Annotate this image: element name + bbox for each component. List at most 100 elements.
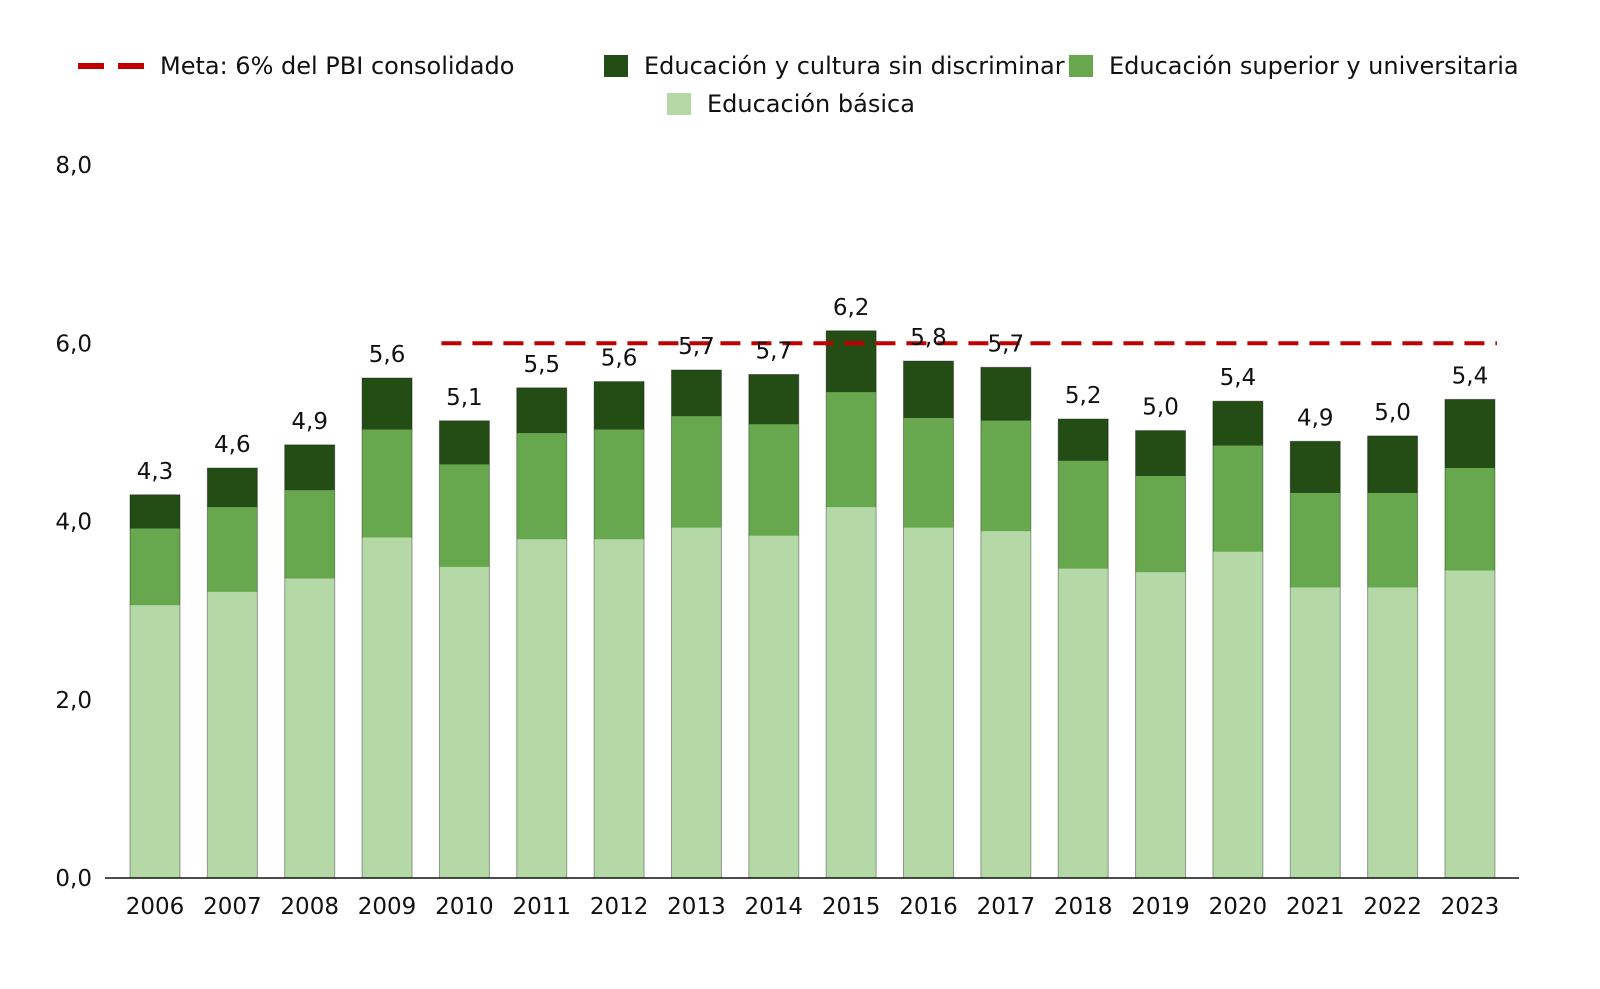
y-tick-label: 8,0 xyxy=(55,153,92,179)
legend-label-superior: Educación superior y universitaria xyxy=(1109,52,1519,80)
x-tick-label-2019: 2019 xyxy=(1131,894,1190,920)
bar-segment-2006-series-1 xyxy=(130,528,180,606)
total-label-2010: 5,1 xyxy=(446,385,483,411)
bar-segment-2010-series-2 xyxy=(439,420,490,465)
bar-segment-2006-series-0 xyxy=(130,605,180,878)
x-tick-label-2020: 2020 xyxy=(1209,894,1268,920)
bar-segment-2011-series-1 xyxy=(516,433,567,540)
x-tick-label-2021: 2021 xyxy=(1286,894,1345,920)
x-tick-label-2022: 2022 xyxy=(1363,894,1422,920)
x-tick-label-2023: 2023 xyxy=(1441,894,1500,920)
bar-segment-2018-series-2 xyxy=(1058,419,1109,461)
bar-segment-2013-series-0 xyxy=(671,527,722,878)
bar-segment-2006-series-2 xyxy=(130,494,180,529)
legend-item-meta: Meta: 6% del PBI consolidado xyxy=(78,52,514,80)
x-tick-label-2010: 2010 xyxy=(435,894,494,920)
bar-segment-2007-series-2 xyxy=(207,468,258,508)
total-label-2014: 5,7 xyxy=(756,338,793,364)
bar-segment-2019-series-2 xyxy=(1135,430,1186,477)
bar-segment-2021-series-0 xyxy=(1290,587,1341,878)
legend-label-sin-discriminar: Educación y cultura sin discriminar xyxy=(644,52,1065,80)
bar-segment-2008-series-2 xyxy=(284,444,335,491)
x-tick-label-2014: 2014 xyxy=(745,894,804,920)
total-label-2013: 5,7 xyxy=(678,334,715,360)
x-tick-label-2009: 2009 xyxy=(358,894,417,920)
bar-segment-2023-series-2 xyxy=(1444,399,1495,469)
bar-segment-2007-series-0 xyxy=(207,591,258,878)
bar-segment-2017-series-0 xyxy=(980,531,1031,878)
medium-green-swatch-icon xyxy=(1069,55,1093,77)
bar-segment-2016-series-0 xyxy=(903,527,954,878)
total-label-2009: 5,6 xyxy=(369,342,406,368)
bar-segment-2009-series-2 xyxy=(362,378,413,430)
bar-segment-2021-series-2 xyxy=(1290,441,1341,493)
bar-segment-2012-series-2 xyxy=(594,381,645,430)
bar-segment-2015-series-2 xyxy=(826,330,877,393)
bar-segment-2019-series-0 xyxy=(1135,572,1186,878)
total-label-2017: 5,7 xyxy=(988,331,1025,357)
x-tick-label-2017: 2017 xyxy=(977,894,1036,920)
x-tick-label-2012: 2012 xyxy=(590,894,649,920)
bar-segment-2017-series-2 xyxy=(980,367,1031,421)
bar-segment-2010-series-1 xyxy=(439,464,490,567)
bar-segment-2012-series-1 xyxy=(594,429,645,540)
total-label-2020: 5,4 xyxy=(1220,365,1257,391)
bar-segment-2008-series-0 xyxy=(284,578,335,878)
total-label-2006: 4,3 xyxy=(137,459,174,485)
bar-segment-2018-series-1 xyxy=(1058,460,1109,569)
bar-segment-2009-series-1 xyxy=(362,429,413,538)
bar-segment-2010-series-0 xyxy=(439,566,490,878)
labels-group: 4,3 4,6 4,9 5,6 5,1 5,5 5,6 5,7 5,7 6,2 5,8 5,7 5,2 5… xyxy=(137,295,1489,485)
bars-group xyxy=(129,330,1496,879)
bar-segment-2019-series-1 xyxy=(1135,476,1186,573)
y-tick-label: 4,0 xyxy=(55,510,92,536)
bar-segment-2014-series-1 xyxy=(748,424,799,536)
bar-segment-2009-series-0 xyxy=(362,537,413,878)
bar-segment-2022-series-1 xyxy=(1367,492,1418,588)
x-tick-label-2007: 2007 xyxy=(203,894,262,920)
bar-segment-2007-series-1 xyxy=(207,507,258,592)
x-tick-label-2016: 2016 xyxy=(899,894,958,920)
bar-segment-2008-series-1 xyxy=(284,490,335,579)
total-label-2008: 4,9 xyxy=(291,409,328,435)
x-tick-labels: 2006 2007 2008 2009 2010 2011 2012 2013 2014 2015… xyxy=(126,894,1499,920)
total-label-2021: 4,9 xyxy=(1297,405,1334,431)
y-tick-labels: 0,0 2,0 4,0 6,0 8,0 xyxy=(55,153,92,892)
bar-segment-2023-series-1 xyxy=(1444,468,1495,571)
bar-segment-2017-series-1 xyxy=(980,420,1031,532)
bar-segment-2015-series-1 xyxy=(826,392,877,508)
bar-segment-2013-series-2 xyxy=(671,369,722,417)
x-tick-label-2018: 2018 xyxy=(1054,894,1113,920)
x-tick-label-2013: 2013 xyxy=(667,894,726,920)
bar-segment-2013-series-1 xyxy=(671,416,722,528)
y-tick-label: 2,0 xyxy=(55,688,92,714)
total-label-2018: 5,2 xyxy=(1065,383,1102,409)
x-tick-label-2011: 2011 xyxy=(512,894,571,920)
bar-segment-2012-series-0 xyxy=(594,539,645,878)
legend-label-basica: Educación básica xyxy=(707,90,915,118)
total-label-2015: 6,2 xyxy=(833,295,870,321)
legend-item-sin-discriminar: Educación y cultura sin discriminar xyxy=(604,52,1065,80)
y-tick-label: 6,0 xyxy=(55,331,92,357)
bar-segment-2016-series-1 xyxy=(903,418,954,528)
total-label-2022: 5,0 xyxy=(1374,400,1411,426)
dashed-line-icon xyxy=(78,63,144,69)
bar-segment-2022-series-2 xyxy=(1367,435,1418,493)
legend-item-basica: Educación básica xyxy=(667,90,915,118)
total-label-2019: 5,0 xyxy=(1142,395,1179,421)
bar-segment-2018-series-0 xyxy=(1058,568,1109,878)
total-label-2007: 4,6 xyxy=(214,432,251,458)
bar-segment-2016-series-2 xyxy=(903,361,954,419)
y-tick-label: 0,0 xyxy=(55,866,92,892)
legend-label-meta: Meta: 6% del PBI consolidado xyxy=(160,52,515,80)
x-tick-label-2015: 2015 xyxy=(822,894,881,920)
bar-segment-2011-series-0 xyxy=(516,539,567,878)
total-label-2012: 5,6 xyxy=(601,346,638,372)
bar-segment-2023-series-0 xyxy=(1444,570,1495,878)
bar-segment-2015-series-0 xyxy=(826,507,877,878)
legend-item-superior: Educación superior y universitaria xyxy=(1069,52,1519,80)
dark-green-swatch-icon xyxy=(604,55,628,77)
bar-segment-2021-series-1 xyxy=(1290,492,1341,588)
x-tick-label-2006: 2006 xyxy=(126,894,185,920)
